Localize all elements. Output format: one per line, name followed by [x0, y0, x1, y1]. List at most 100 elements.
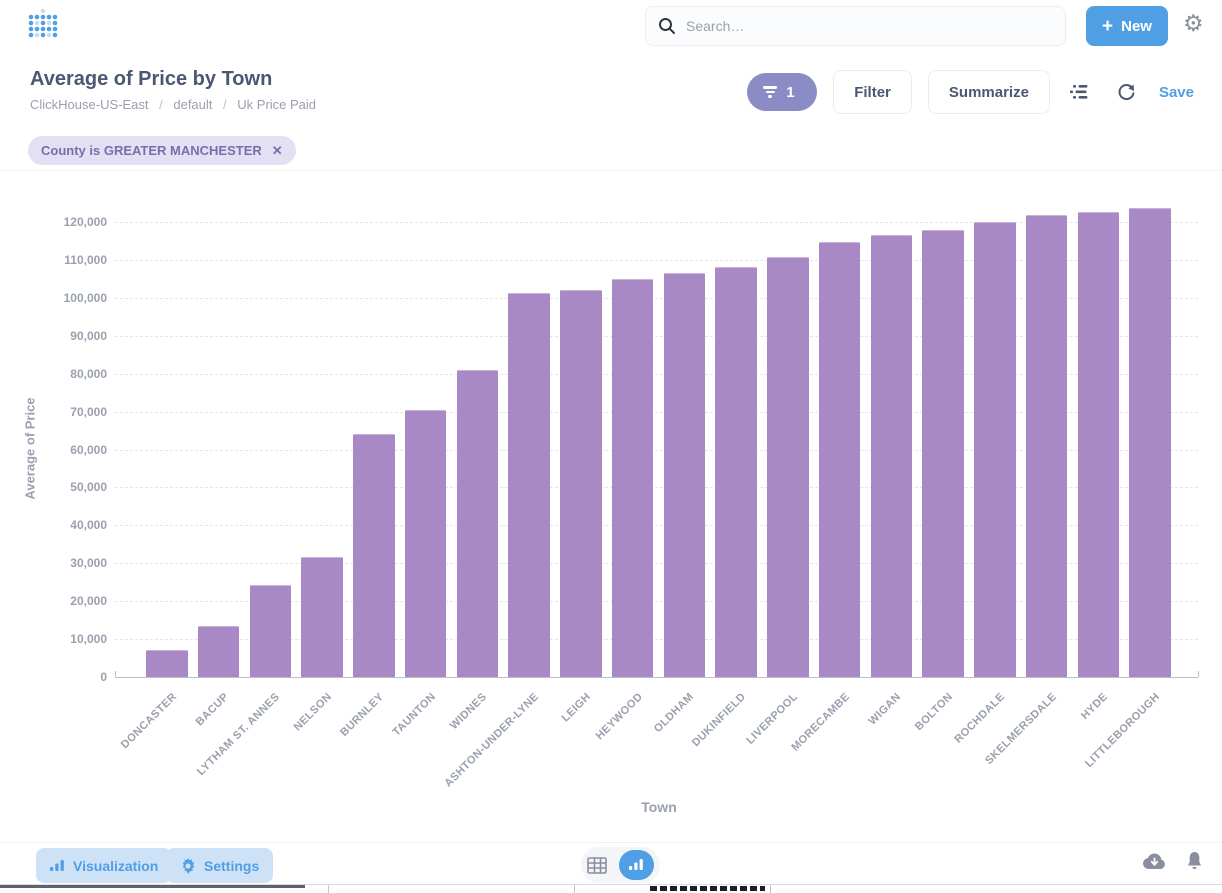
x-axis-label: WIDNES — [448, 690, 490, 733]
x-axis-label: OLDHAM — [652, 690, 697, 736]
bar-chart: Average of Price Town 0 10,000 20,000 30,00… — [0, 170, 1222, 842]
x-axis-label: HYDE — [1079, 690, 1111, 722]
bar-lytham-st-annes[interactable] — [249, 585, 291, 677]
bar-hyde[interactable] — [1077, 211, 1119, 677]
y-axis-tick: 0 — [100, 670, 107, 684]
background-window-edge — [0, 884, 1222, 893]
x-axis-label: LIVERPOOL — [744, 690, 800, 747]
chart-view-toggle[interactable] — [619, 850, 654, 880]
x-axis-title: Town — [641, 799, 677, 815]
bar-taunton[interactable] — [404, 410, 447, 677]
y-axis-tick: 20,000 — [70, 594, 107, 609]
x-axis-label: DUKINFIELD — [689, 690, 749, 750]
summarize-button[interactable]: Summarize — [927, 70, 1050, 114]
gridline — [115, 335, 1198, 337]
bar-widnes[interactable] — [456, 369, 498, 677]
new-button[interactable]: + New — [1086, 6, 1168, 46]
page-title: Average of Price by Town — [30, 68, 273, 90]
y-axis-tick: 110,000 — [64, 252, 107, 267]
background-window-dashes — [650, 886, 765, 891]
search-bar[interactable] — [645, 6, 1066, 46]
axis-end-tick — [1198, 671, 1199, 677]
x-axis-label: BOLTON — [912, 690, 956, 734]
bar-chart-icon — [50, 859, 64, 871]
background-window-divider — [328, 885, 329, 893]
footer-right-icons — [1142, 851, 1204, 871]
x-axis-label: WIGAN — [866, 690, 904, 728]
x-axis-label: ASHTON-UNDER-LYNE — [442, 690, 542, 790]
download-button[interactable] — [1142, 851, 1167, 871]
search-icon — [659, 18, 675, 34]
refresh-icon — [1118, 83, 1135, 100]
y-axis-tick: 50,000 — [70, 480, 107, 495]
table-icon — [587, 856, 607, 874]
y-axis-tick: 40,000 — [70, 518, 107, 533]
close-icon[interactable]: ✕ — [271, 142, 283, 158]
bar-bolton[interactable] — [922, 229, 964, 677]
breadcrumb: ClickHouse-US-East / default / Uk Price … — [30, 97, 316, 112]
breadcrumb-separator: / — [223, 97, 227, 112]
bar-heywood[interactable] — [611, 278, 654, 677]
gridline — [115, 449, 1198, 451]
metabase-logo-icon[interactable] — [28, 8, 58, 40]
bar-oldham[interactable] — [663, 272, 705, 677]
breadcrumb-database[interactable]: ClickHouse-US-East — [30, 97, 149, 112]
cloud-download-icon — [1143, 853, 1165, 869]
y-axis-tick: 90,000 — [70, 328, 107, 343]
x-axis-label: BACUP — [193, 690, 231, 729]
new-button-label: New — [1121, 17, 1152, 35]
alerts-button[interactable] — [1185, 851, 1204, 871]
bar-morecambe[interactable] — [818, 241, 861, 677]
view-footer: Visualization Settings — [0, 842, 1222, 884]
visualization-button[interactable]: Visualization — [36, 848, 173, 883]
filter-button[interactable]: Filter — [833, 70, 912, 114]
gridline — [115, 222, 1198, 223]
gridline — [115, 373, 1198, 375]
breadcrumb-table[interactable]: Uk Price Paid — [237, 97, 317, 112]
bar-littleborough[interactable] — [1129, 207, 1171, 677]
bar-nelson[interactable] — [301, 556, 343, 677]
bar-dukinfield[interactable] — [715, 267, 757, 677]
search-input[interactable] — [686, 18, 1053, 34]
x-axis-label: ROCHDALE — [952, 690, 1007, 746]
view-mode-toggle — [581, 847, 660, 883]
table-view-toggle[interactable] — [587, 856, 607, 874]
bar-doncaster[interactable] — [146, 650, 188, 677]
x-axis-label: HEYWOOD — [593, 690, 645, 743]
x-axis-line — [115, 677, 1198, 678]
gridline — [115, 563, 1198, 565]
gridline — [115, 411, 1198, 413]
bar-liverpool[interactable] — [767, 256, 809, 677]
bar-wigan[interactable] — [870, 234, 912, 677]
bar-skelmersdale[interactable] — [1025, 215, 1068, 677]
background-window-divider — [574, 885, 575, 893]
filter-chip-county[interactable]: County is GREATER MANCHESTER ✕ — [28, 136, 296, 165]
notebook-button[interactable] — [1066, 79, 1094, 105]
refresh-button[interactable] — [1112, 78, 1141, 107]
bar-burnley[interactable] — [353, 434, 395, 677]
gridline — [115, 259, 1198, 261]
breadcrumb-schema[interactable]: default — [173, 97, 213, 112]
y-axis-tick: 30,000 — [70, 556, 107, 571]
x-axis-label: LEIGH — [559, 690, 593, 725]
y-axis-tick: 120,000 — [63, 215, 107, 229]
bell-icon — [1188, 852, 1201, 869]
bar-bacup[interactable] — [197, 625, 240, 677]
bar-ashton-under-lyne[interactable] — [508, 292, 550, 677]
top-nav-bar: + New ⚙ — [0, 0, 1222, 54]
y-axis-title: Average of Price — [22, 397, 38, 500]
bar-leigh[interactable] — [560, 290, 602, 677]
bar-rochdale[interactable] — [974, 222, 1016, 677]
filter-count-pill[interactable]: 1 — [747, 73, 818, 111]
y-axis-tick: 60,000 — [70, 442, 107, 457]
notebook-icon — [1069, 85, 1088, 99]
save-button[interactable]: Save — [1158, 83, 1194, 101]
applied-filters-row: County is GREATER MANCHESTER ✕ — [0, 132, 1222, 170]
filter-funnel-icon — [763, 86, 778, 98]
y-axis-tick: 70,000 — [70, 404, 107, 419]
settings-button[interactable]: Settings — [166, 848, 274, 883]
gear-icon[interactable]: ⚙ — [1183, 10, 1204, 36]
visualization-label: Visualization — [73, 857, 159, 874]
gridline — [115, 487, 1198, 489]
